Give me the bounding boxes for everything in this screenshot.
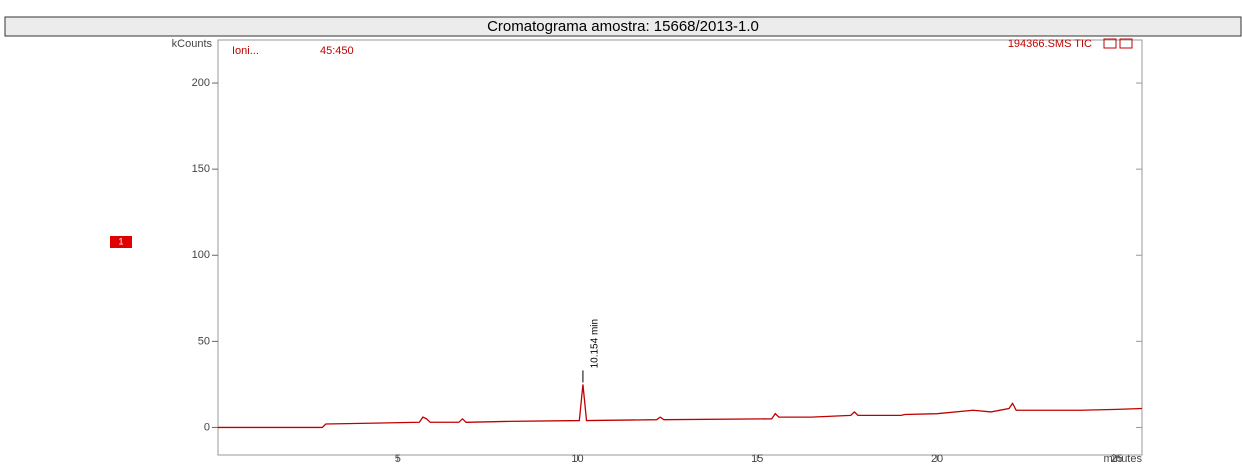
y-tick-label: 100 — [192, 249, 210, 261]
chromatogram-line — [218, 384, 1143, 429]
x-tick-label: 15 — [751, 453, 763, 464]
file-label: 194366.SMS TIC — [1008, 38, 1092, 50]
y-tick-label: 50 — [198, 335, 210, 347]
x-tick-label: 5 — [395, 453, 401, 464]
window-icon — [1103, 38, 1117, 49]
x-tick-label: 20 — [931, 453, 943, 464]
ion-label: Ioni... — [232, 45, 259, 57]
marker-label: 1 — [118, 236, 123, 246]
window-icon — [1119, 38, 1133, 49]
title-bar — [4, 16, 1242, 37]
mass-range: 45:450 — [320, 45, 354, 57]
plot-frame — [217, 39, 1143, 456]
chart-title: Cromatograma amostra: 15668/2013-1.0 — [487, 18, 759, 35]
y-tick-label: 200 — [192, 77, 210, 89]
y-tick-label: 0 — [204, 421, 210, 433]
marker-box — [110, 236, 132, 248]
x-tick-label: 10 — [571, 453, 583, 464]
x-axis-label: minutes — [1103, 453, 1142, 464]
y-axis-label: kCounts — [172, 38, 213, 50]
x-tick-label: 25 — [1111, 453, 1123, 464]
peak-annotation: 10.154 min — [590, 319, 601, 368]
y-tick-label: 150 — [192, 163, 210, 175]
